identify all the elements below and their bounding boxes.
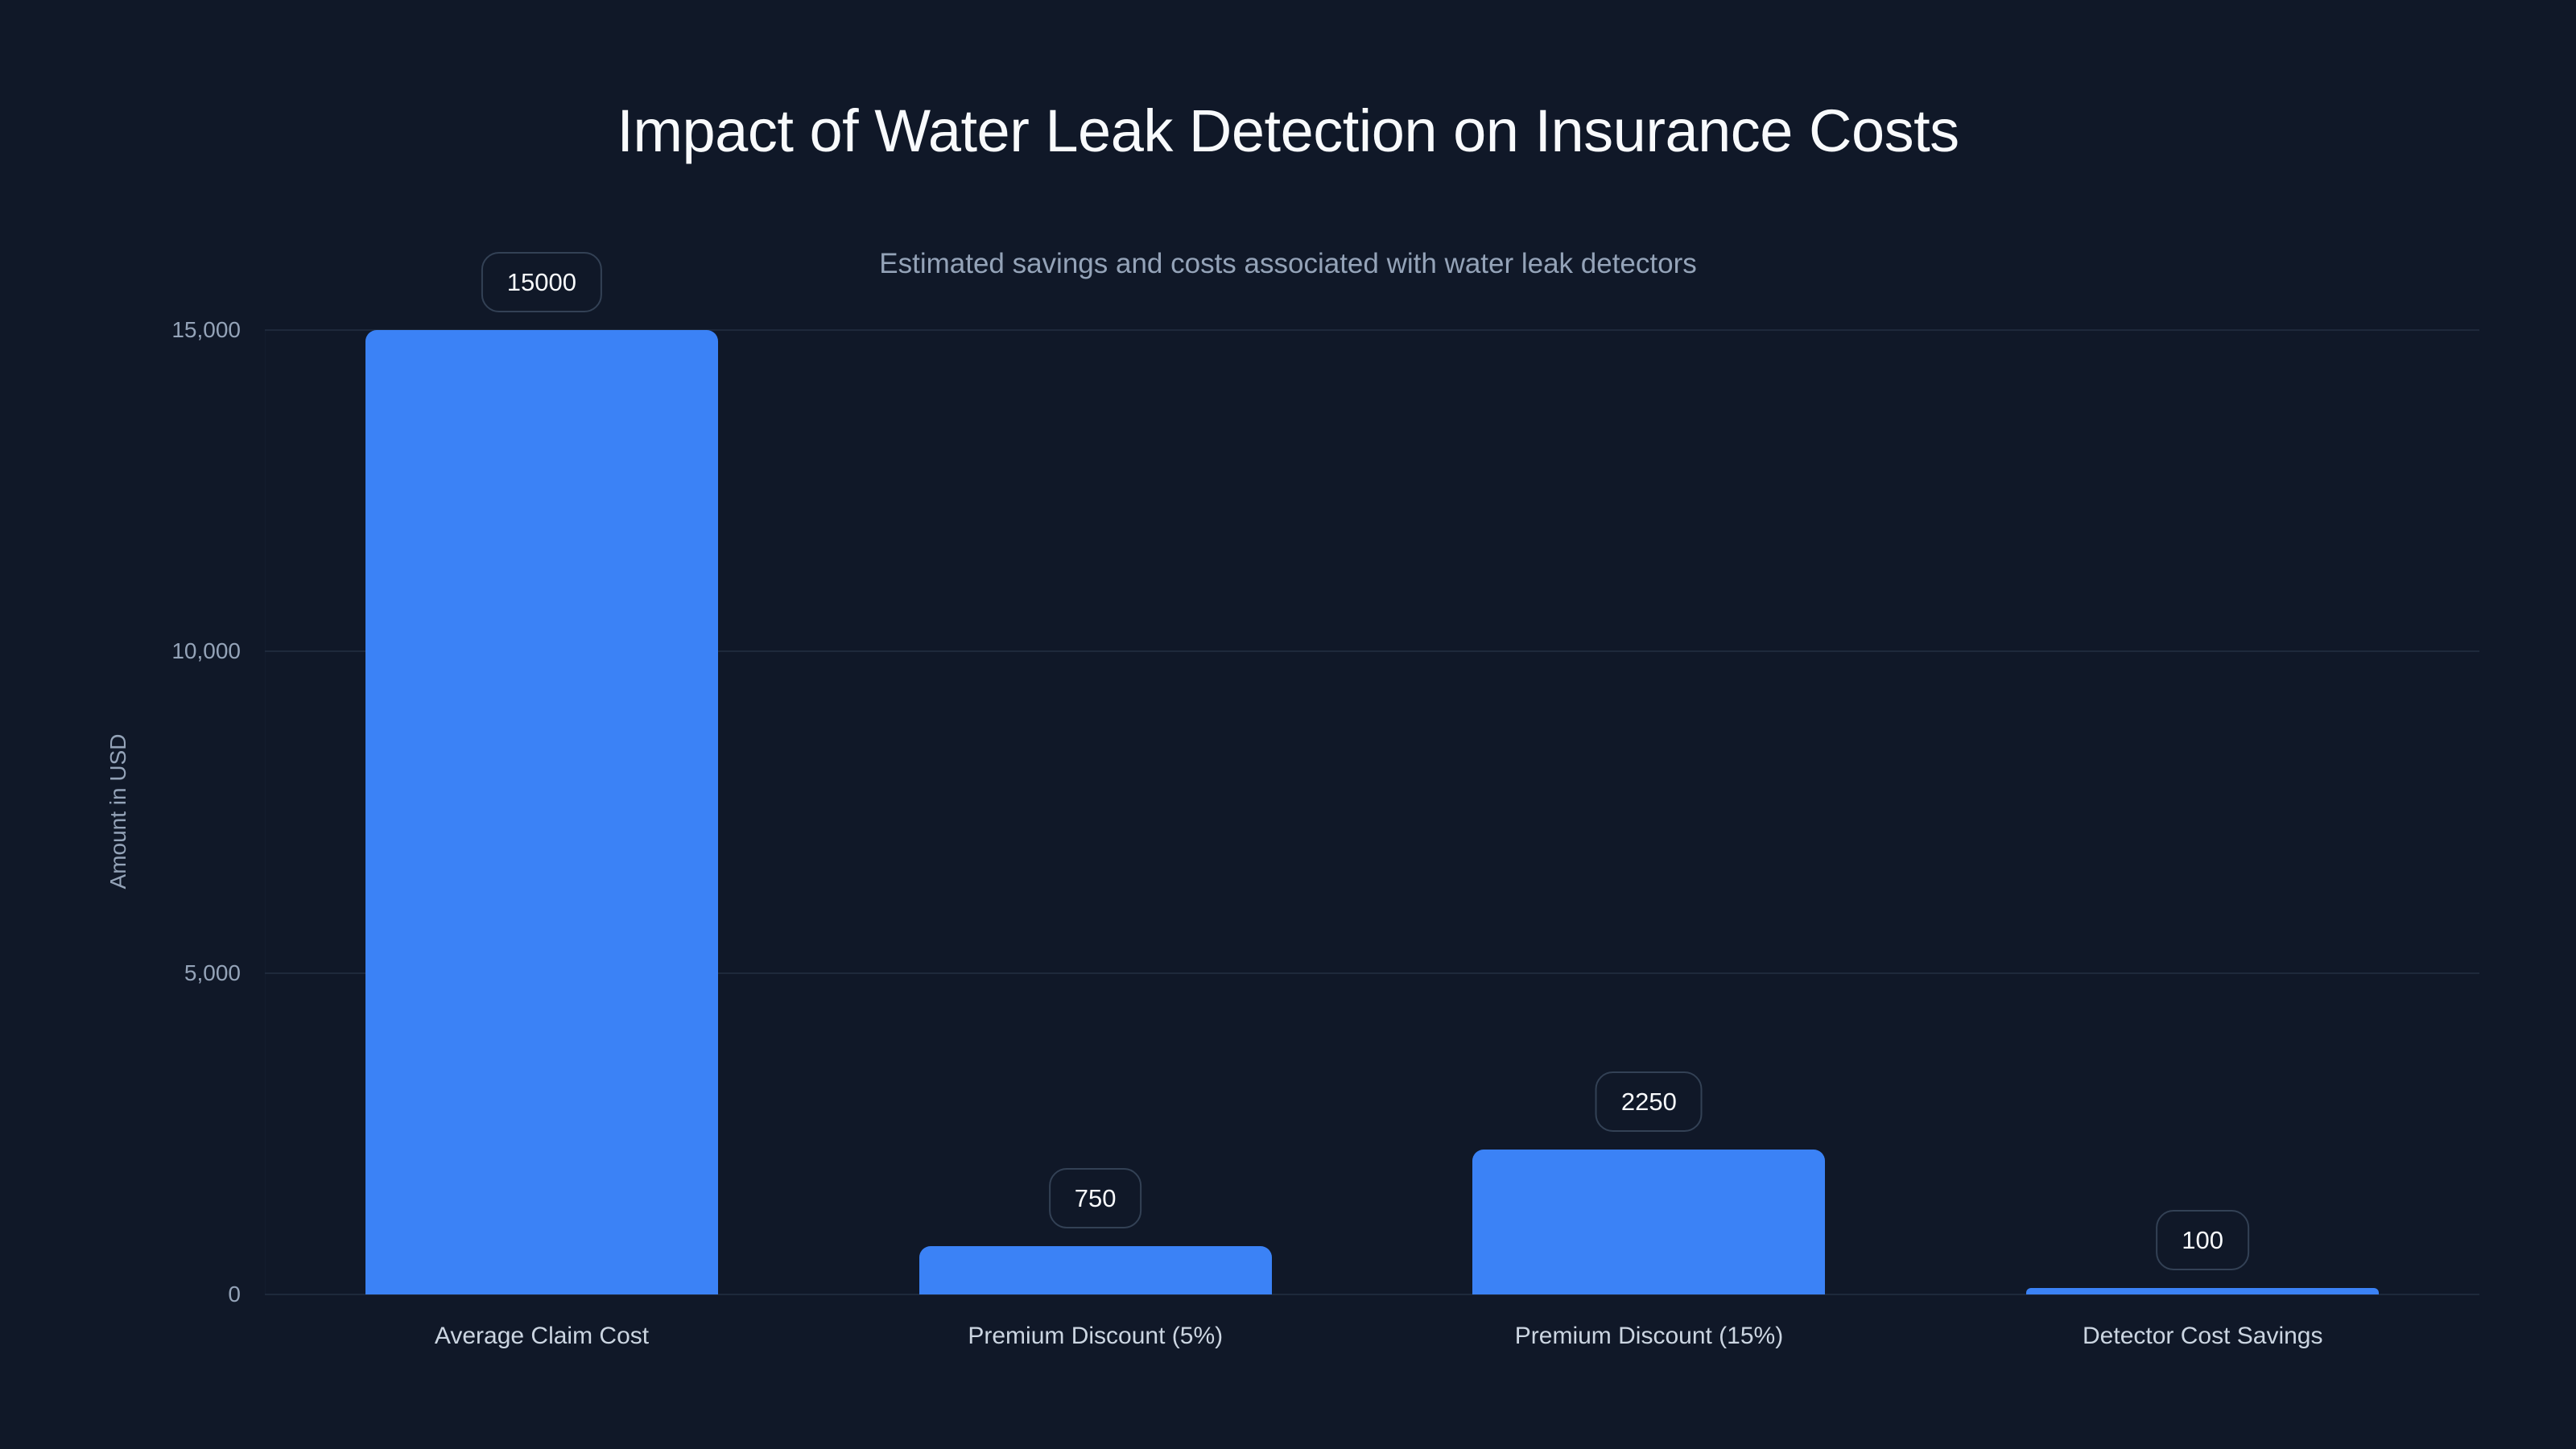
gridline [265,329,2479,331]
gridline [265,972,2479,974]
x-category-label: Detector Cost Savings [2083,1323,2323,1349]
bar[interactable] [365,330,718,1294]
y-tick-label: 15,000 [171,317,241,342]
chart-subtitle: Estimated savings and costs associated w… [879,248,1697,279]
x-category-label: Premium Discount (15%) [1514,1323,1784,1349]
value-label: 100 [2156,1210,2249,1270]
gridline [265,1294,2479,1295]
value-label: 750 [1048,1168,1142,1229]
bar[interactable] [2026,1288,2380,1294]
y-tick-label: 5,000 [184,960,241,985]
y-tick-label: 10,000 [171,638,241,664]
bar[interactable] [1472,1150,1826,1294]
bar[interactable] [919,1246,1272,1294]
plot-area: 15000 750 2250 100 [265,252,2479,1295]
chart-title: Impact of Water Leak Detection on Insura… [617,97,1959,164]
x-category-label: Average Claim Cost [434,1323,650,1349]
x-category-label: Premium Discount (5%) [968,1323,1224,1349]
y-axis-title: Amount in USD [105,733,130,890]
y-axis-line [265,330,266,1294]
value-label: 2250 [1595,1071,1703,1133]
gridline [265,650,2479,653]
value-label: 15000 [481,252,602,312]
y-tick-label: 0 [228,1282,241,1307]
